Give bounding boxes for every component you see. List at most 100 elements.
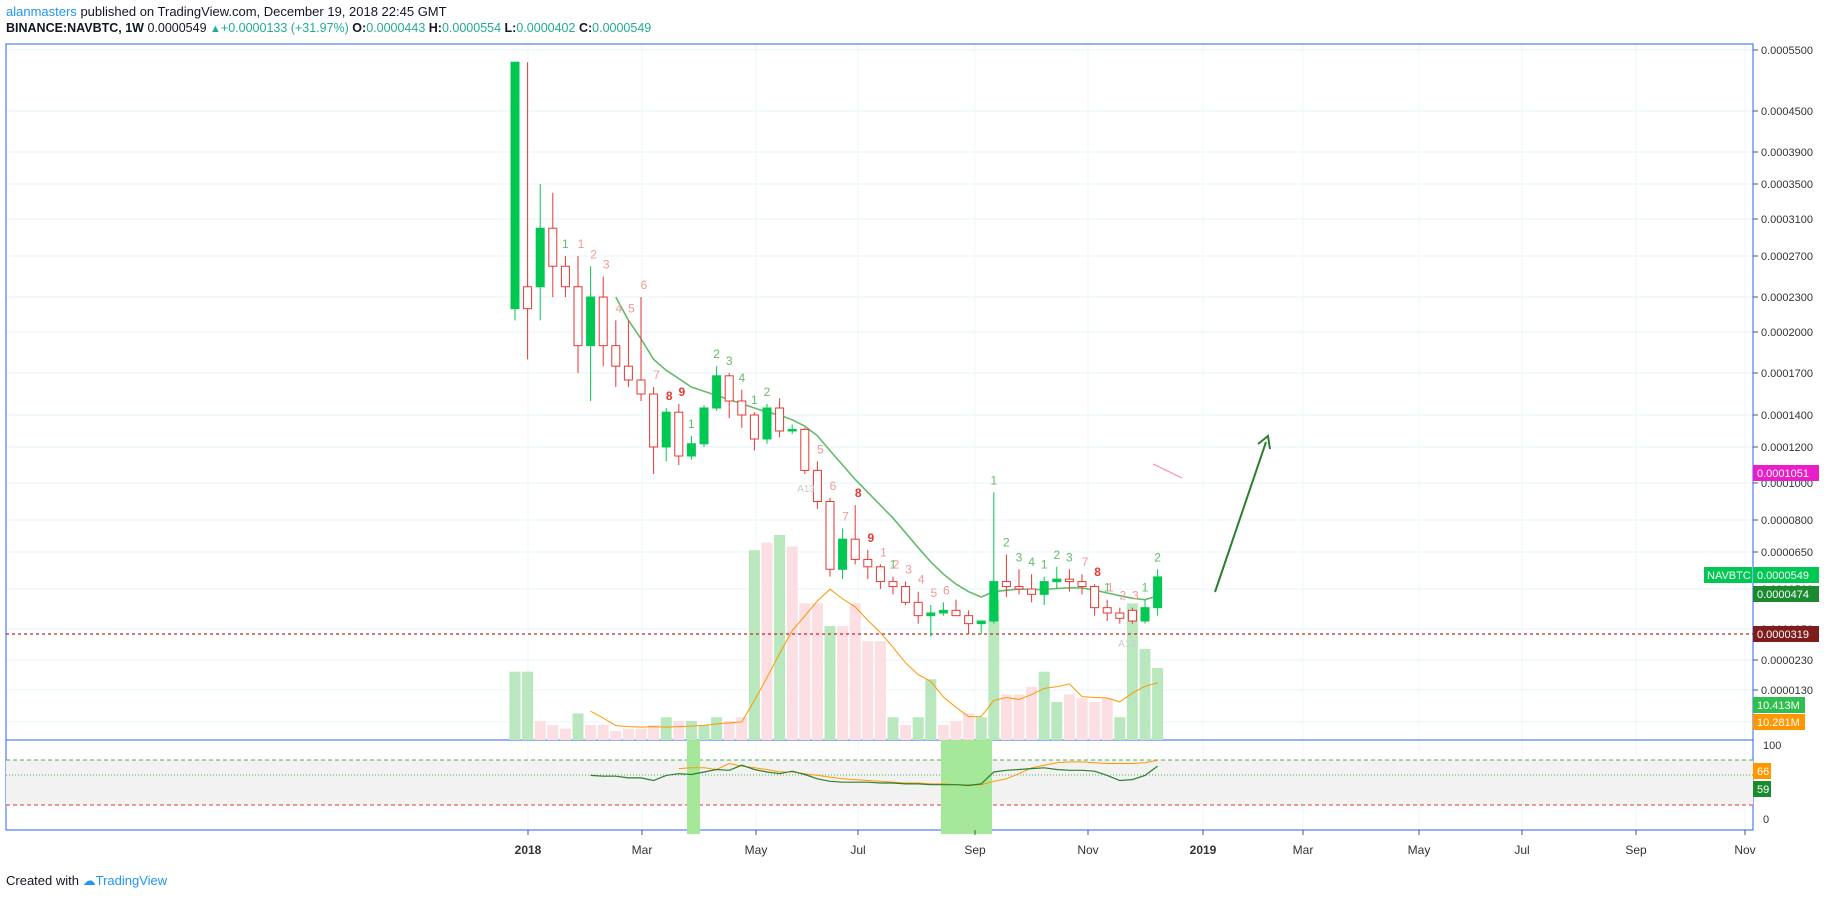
td-count-sell: 2 (1154, 550, 1161, 564)
td-count-buy: 9 (678, 385, 685, 399)
close-label: C: (578, 21, 593, 35)
volume-bar (1089, 702, 1101, 740)
y-tick-label: 0.0000650 (1761, 547, 1813, 559)
td-count-sell: 2 (713, 347, 720, 361)
candle-down (548, 227, 558, 267)
candle-up (1039, 581, 1049, 595)
price-labels: 0.0001051 0.0000549 0.0000474 0.0000319 10.4… (1704, 465, 1819, 797)
volume-bar (622, 728, 634, 740)
td-count-sell: 1 (562, 237, 569, 251)
candle-up (926, 612, 936, 617)
volume-ma-label-bg (1753, 714, 1805, 730)
symbol-tag-bg (1704, 567, 1752, 583)
volume-bar (975, 717, 987, 740)
td-count-sell: 4 (1028, 555, 1035, 569)
y-tick-label: 0.0000800 (1761, 515, 1813, 527)
volume-bar (811, 603, 823, 740)
volume-bar (887, 717, 899, 740)
candle-up (938, 609, 948, 614)
rsi-label-bg (1753, 781, 1771, 797)
volume-bar (900, 724, 912, 740)
y-tick-label: 0.0004500 (1761, 106, 1813, 118)
y-tick-label: 0.0002300 (1761, 292, 1813, 304)
candle-down (1077, 581, 1087, 588)
candle-down (888, 581, 898, 588)
volume-bar (723, 721, 735, 740)
td-count-sell: 1 (1041, 558, 1048, 572)
x-tick-label: Sep (1625, 843, 1647, 857)
rsi-ma-label: 66 (1757, 766, 1769, 778)
volume-label: 10.413M (1757, 700, 1800, 712)
volume-bar (1013, 694, 1025, 740)
last-price: 0.0000549 (147, 21, 207, 35)
y-tick-label: 0.0001400 (1761, 410, 1813, 422)
volume-bar (648, 724, 660, 740)
candle-up (1140, 607, 1150, 622)
price-axis: 0.0005500 0.0004500 0.0003900 0.0003500 0.00… (1753, 45, 1813, 826)
candle-down (1027, 588, 1037, 595)
y-tick-label: 0.0003500 (1761, 179, 1813, 191)
td-count-sell: 1 (890, 558, 897, 572)
candle-down (825, 501, 835, 570)
symbol-legend: BINANCE:NAVBTC, 1W 0.0000549 ▲+0.0000133… (6, 20, 651, 37)
high-label: H: (428, 21, 442, 35)
time-axis: 2018 Mar May Jul Sep Nov 2019 Mar May Jul Sep Nov (515, 830, 1756, 857)
td-count-buy: 4 (918, 573, 925, 587)
td-count-buy: 7 (653, 368, 660, 382)
volume-bar (572, 713, 584, 740)
low-label: L: (504, 21, 517, 35)
candle-up (699, 407, 709, 445)
tradingview-brand[interactable]: TradingView (95, 873, 168, 888)
symbol-tag: NAVBTC (1707, 570, 1751, 582)
candle-up (712, 375, 722, 409)
candle-down (623, 365, 633, 381)
td-count-sell: 3 (726, 354, 733, 368)
x-tick-label: Jul (1514, 843, 1529, 857)
oversold-highlight (687, 740, 700, 834)
candle-down (812, 469, 822, 502)
candle-up (1153, 576, 1163, 609)
y-tick-label: 0.0005500 (1761, 45, 1813, 57)
candle-down (749, 414, 759, 440)
volume-bar (1038, 671, 1050, 740)
forecast-arrow (1214, 441, 1267, 593)
price-label-pink: 0.0001051 (1757, 468, 1809, 480)
candle-up (686, 443, 696, 457)
author-link[interactable]: alanmasters (6, 4, 77, 19)
volume-ma-line (590, 588, 1158, 728)
td-count-buy: 8 (666, 389, 673, 403)
candle-up (586, 296, 596, 347)
chart-frame (5, 43, 1754, 831)
footer: Created with ☁TradingView (6, 873, 167, 889)
close-value: 0.0000549 (592, 21, 652, 35)
td-count-buy: 3 (603, 258, 610, 272)
price-label-pink-bg (1753, 465, 1819, 481)
open-value: 0.0000443 (366, 21, 426, 35)
volume-bar (698, 724, 710, 740)
td-count-buy: 5 (817, 442, 824, 456)
volume-bar (597, 724, 609, 740)
x-tick-label: Jul (850, 843, 865, 857)
tradingview-logo-icon: ☁ (82, 873, 96, 888)
y-tick-label: 0.0002700 (1761, 251, 1813, 263)
x-tick-label: Sep (964, 843, 986, 857)
candle-down (598, 296, 608, 347)
candle-down (523, 286, 533, 310)
td-count-buy: 3 (905, 563, 912, 577)
td-count-buy: 8 (1094, 565, 1101, 579)
candle-down (1090, 586, 1100, 609)
y-tick-label: 0.0002000 (1761, 327, 1813, 339)
candle-down (611, 345, 621, 367)
rsi-ma-label-bg (1753, 763, 1771, 779)
volume-bar (673, 721, 685, 740)
td-count-buy: 9 (867, 531, 874, 545)
volume-bar (610, 730, 622, 740)
published-text: published on TradingView.com, December 1… (80, 4, 447, 19)
td-count-buy: 2 (590, 247, 597, 261)
volume-ma-label: 10.281M (1757, 717, 1800, 729)
candle-up (989, 581, 999, 622)
volume-bar (849, 603, 861, 740)
td-count-buy: 1 (1107, 581, 1114, 595)
